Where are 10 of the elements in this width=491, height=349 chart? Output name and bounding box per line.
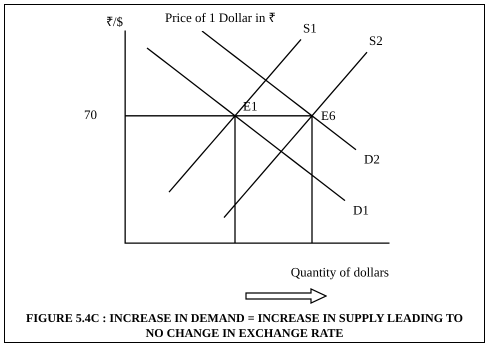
- y-axis-title: ₹/$: [106, 14, 124, 29]
- x-axis-title: Quantity of dollars: [290, 264, 389, 280]
- text: Price of 1 Dollar in ₹: [165, 10, 276, 25]
- series-label: S2: [369, 33, 383, 48]
- series-label: D2: [364, 152, 380, 167]
- text: FIGURE 5.4C : INCREASE IN DEMAND = INCREASE IN SUPPLY LEADING TO NO CHANGE IN EXCHANGE RATE: [25, 311, 464, 341]
- series-label: S1: [303, 20, 317, 36]
- annotation: E6: [321, 108, 336, 124]
- text: 70: [84, 107, 97, 122]
- series-label: D1: [353, 202, 369, 218]
